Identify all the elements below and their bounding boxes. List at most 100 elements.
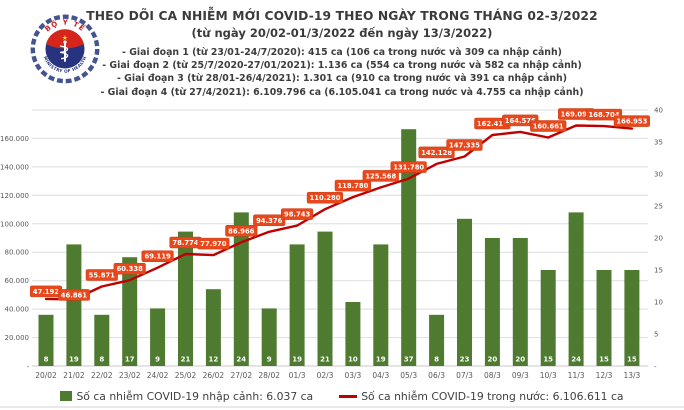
line-value-label: 69.119 bbox=[144, 253, 170, 261]
line-value-label: 164.576 bbox=[505, 117, 536, 125]
x-axis-label: 13/3 bbox=[623, 371, 640, 380]
bar bbox=[596, 270, 612, 366]
bar-value-label: 21 bbox=[181, 356, 191, 364]
x-axis-label: 06/3 bbox=[428, 371, 445, 380]
bar bbox=[94, 314, 110, 366]
bar bbox=[540, 270, 556, 366]
x-axis-label: 26/02 bbox=[203, 371, 225, 380]
x-axis-label: 21/02 bbox=[63, 371, 85, 380]
line-value-label: 142.128 bbox=[421, 149, 452, 157]
y-axis-label-left: 100.000 bbox=[0, 220, 29, 228]
x-axis-label: 04/3 bbox=[372, 371, 389, 380]
x-axis-label: 03/3 bbox=[344, 371, 361, 380]
chart-legend: Số ca nhiễm COVID-19 nhập cảnh: 6.037 ca… bbox=[0, 388, 684, 404]
y-axis-label-left: 80.000 bbox=[5, 249, 30, 257]
line-value-badge bbox=[390, 161, 427, 173]
line-value-badge bbox=[362, 170, 399, 182]
x-axis-label: 28/02 bbox=[258, 371, 280, 380]
rod-of-asclepius-icon bbox=[60, 40, 69, 62]
line-value-label: 86.966 bbox=[228, 227, 254, 235]
bar-value-label: 9 bbox=[155, 356, 160, 364]
line-value-label: 77.970 bbox=[200, 240, 226, 248]
bar bbox=[178, 231, 193, 366]
x-axis-label: 24/02 bbox=[147, 371, 169, 380]
y-axis-label-left: 20.000 bbox=[5, 334, 30, 342]
y-axis-label-left: 60.000 bbox=[5, 277, 30, 285]
y-axis-label-left: 160.000 bbox=[0, 135, 29, 143]
bar bbox=[624, 270, 640, 366]
bar-value-label: 20 bbox=[488, 356, 498, 364]
x-axis-label: 25/02 bbox=[175, 371, 197, 380]
line-value-badge bbox=[57, 289, 90, 301]
line-value-badge bbox=[613, 115, 650, 127]
legend-item-domestic: Số ca nhiễm COVID-19 trong nước: 6.106.6… bbox=[339, 389, 624, 403]
legend-label-imported: Số ca nhiễm COVID-19 nhập cảnh: 6.037 ca bbox=[76, 389, 314, 403]
bar bbox=[457, 218, 472, 366]
phase-summary: - Giai đoạn 1 (từ 23/01-24/7/2020): 415 … bbox=[0, 46, 684, 99]
x-axis-label: 12/3 bbox=[596, 371, 613, 380]
bar-value-label: 9 bbox=[267, 356, 272, 364]
phase-1-note: - Giai đoạn 1 (từ 23/01-24/7/2020): 415 … bbox=[122, 47, 562, 58]
ministry-of-health-logo: ★ BỘ Y TẾ MINISTRY OF HEALTH bbox=[30, 14, 100, 84]
x-axis-label: 01/3 bbox=[289, 371, 306, 380]
bar-value-label: 15 bbox=[627, 356, 637, 364]
bar-value-label: 23 bbox=[460, 356, 470, 364]
line-value-label: 60.338 bbox=[117, 265, 143, 273]
line-value-label: 160.661 bbox=[533, 123, 564, 131]
line-value-badge bbox=[281, 208, 314, 220]
y-axis-label-left: 140.000 bbox=[0, 163, 29, 171]
x-axis-label: 07/3 bbox=[456, 371, 473, 380]
bar bbox=[512, 238, 528, 366]
line-value-label: 125.568 bbox=[365, 172, 396, 180]
line-value-label: 162.415 bbox=[477, 120, 508, 128]
bar bbox=[233, 212, 249, 366]
bar bbox=[261, 308, 277, 366]
chart-subtitle: (từ ngày 20/02-01/3/2022 đến ngày 13/3/2… bbox=[191, 26, 493, 40]
line-value-label: 94.376 bbox=[256, 217, 282, 225]
x-axis-label: 02/3 bbox=[317, 371, 334, 380]
line-swatch-icon bbox=[339, 394, 358, 398]
line-value-label: 147.335 bbox=[449, 142, 480, 150]
y-axis-label-right: 25 bbox=[654, 203, 663, 211]
y-axis-label-right: 35 bbox=[654, 139, 663, 147]
bar-value-label: 10 bbox=[348, 356, 358, 364]
x-axis-label: 09/3 bbox=[512, 371, 529, 380]
y-axis-label-left: 40.000 bbox=[5, 306, 30, 314]
y-axis-label-right: 15 bbox=[654, 267, 663, 275]
bar-value-label: 20 bbox=[515, 356, 525, 364]
line-value-badge bbox=[141, 250, 174, 262]
line-value-badge bbox=[530, 120, 567, 132]
bar bbox=[66, 244, 82, 366]
y-axis-label-right: 20 bbox=[654, 235, 663, 243]
bar-swatch-icon bbox=[60, 391, 73, 401]
y-axis-zero-right: - bbox=[654, 363, 657, 371]
bar bbox=[429, 314, 445, 366]
x-axis-label: 05/3 bbox=[400, 371, 417, 380]
line-value-badge bbox=[418, 146, 455, 159]
bar bbox=[568, 212, 584, 366]
line-value-label: 166.953 bbox=[616, 118, 647, 126]
x-axis-label: 11/3 bbox=[568, 371, 585, 380]
bar-value-label: 19 bbox=[69, 356, 79, 364]
bar-value-label: 24 bbox=[236, 356, 246, 364]
line-value-badge bbox=[253, 214, 286, 227]
bar-value-label: 8 bbox=[44, 356, 49, 364]
x-axis-label: 20/02 bbox=[35, 371, 57, 380]
y-axis-label-right: 40 bbox=[654, 107, 663, 115]
line-value-badge bbox=[197, 237, 230, 250]
bar bbox=[401, 129, 417, 366]
bar-value-label: 21 bbox=[320, 356, 330, 364]
bar-value-label: 24 bbox=[571, 356, 581, 364]
bar bbox=[345, 302, 361, 366]
phase-2-note: - Giai đoạn 2 (từ 25/7/2020-27/01/2021):… bbox=[102, 60, 582, 72]
y-axis-label-left: 120.000 bbox=[0, 192, 29, 200]
x-axis-label: 08/3 bbox=[484, 371, 501, 380]
line-value-label: 55.871 bbox=[89, 272, 115, 280]
bar-value-label: 8 bbox=[434, 356, 439, 364]
bar-value-label: 8 bbox=[99, 356, 104, 364]
covid-combo-chart: 20.000 40.000 60.000 80.000 100.000 120.000 14… bbox=[0, 107, 663, 381]
legend-label-domestic: Số ca nhiễm COVID-19 trong nước: 6.106.6… bbox=[361, 389, 624, 403]
phase-4-note: - Giai đoạn 4 (từ 27/4/2021): 6.109.796 … bbox=[100, 86, 584, 98]
bar bbox=[122, 257, 138, 366]
